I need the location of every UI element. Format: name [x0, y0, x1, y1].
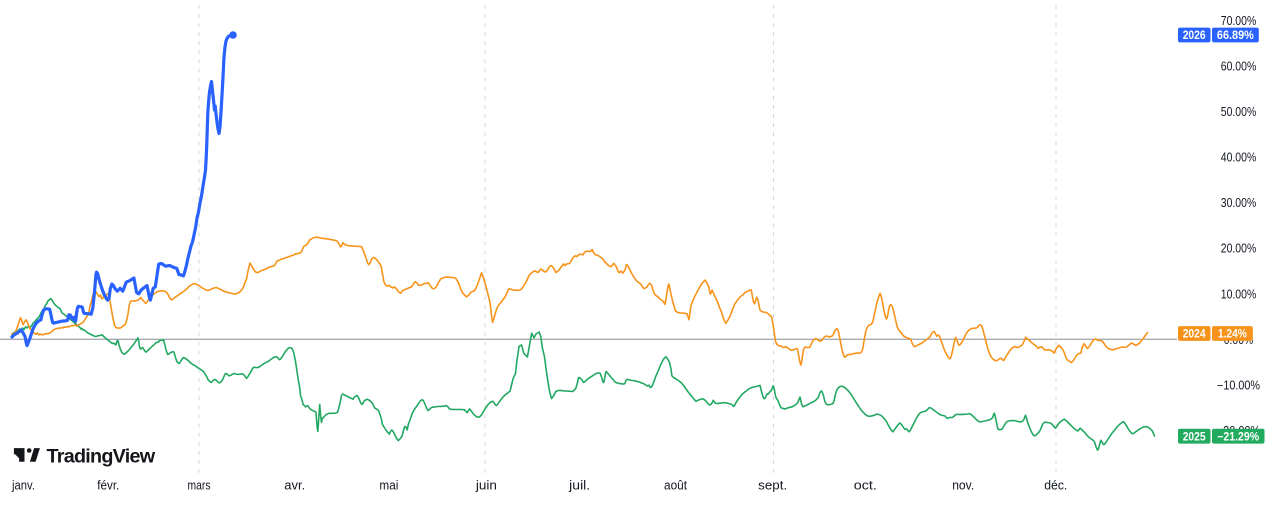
svg-text:2024: 2024	[1183, 329, 1207, 341]
svg-text:66.89%: 66.89%	[1217, 30, 1254, 42]
svg-text:oct.: oct.	[854, 478, 877, 492]
svg-text:juil.: juil.	[568, 478, 590, 492]
svg-text:30.00%: 30.00%	[1221, 196, 1257, 210]
svg-text:2025: 2025	[1183, 431, 1207, 443]
svg-text:2026: 2026	[1183, 30, 1206, 42]
svg-text:août: août	[664, 478, 687, 492]
svg-text:−21.29%: −21.29%	[1217, 431, 1259, 443]
svg-text:sept.: sept.	[758, 478, 787, 492]
svg-text:TradingView: TradingView	[47, 445, 156, 467]
svg-text:juin: juin	[475, 478, 497, 492]
svg-text:70.00%: 70.00%	[1221, 14, 1257, 28]
svg-text:nov.: nov.	[952, 478, 974, 492]
svg-text:1.24%: 1.24%	[1218, 329, 1247, 341]
svg-text:déc.: déc.	[1044, 478, 1067, 492]
svg-text:40.00%: 40.00%	[1221, 151, 1257, 165]
svg-text:10.00%: 10.00%	[1221, 287, 1257, 301]
svg-text:mars: mars	[188, 478, 211, 492]
svg-text:50.00%: 50.00%	[1221, 105, 1257, 119]
svg-text:60.00%: 60.00%	[1221, 60, 1257, 74]
svg-text:janv.: janv.	[11, 478, 35, 492]
svg-text:févr.: févr.	[97, 478, 119, 492]
svg-text:avr.: avr.	[284, 478, 305, 492]
svg-text:−10.00%: −10.00%	[1217, 378, 1260, 392]
svg-text:20.00%: 20.00%	[1221, 242, 1257, 256]
svg-text:mai: mai	[379, 478, 398, 492]
